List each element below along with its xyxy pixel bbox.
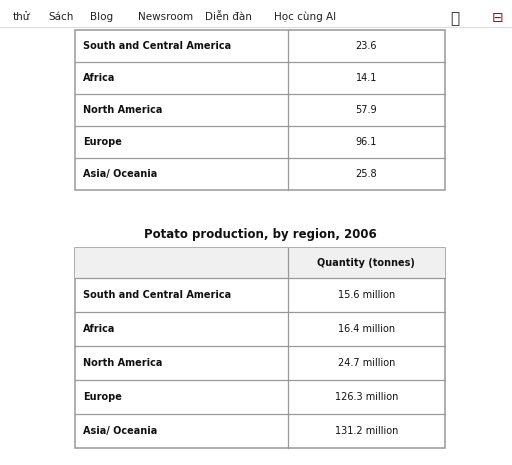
- Text: 131.2 million: 131.2 million: [335, 426, 398, 436]
- Text: Africa: Africa: [83, 324, 115, 334]
- Text: Europe: Europe: [83, 137, 122, 147]
- Text: Diễn đàn: Diễn đàn: [205, 12, 252, 22]
- Text: Asia/ Oceania: Asia/ Oceania: [83, 426, 157, 436]
- Text: 24.7 million: 24.7 million: [338, 358, 395, 368]
- Text: Asia/ Oceania: Asia/ Oceania: [83, 169, 157, 179]
- Text: 15.6 million: 15.6 million: [338, 290, 395, 300]
- Text: 14.1: 14.1: [356, 73, 377, 83]
- Text: 23.6: 23.6: [356, 41, 377, 51]
- Bar: [75, 248, 445, 278]
- Text: 16.4 million: 16.4 million: [338, 324, 395, 334]
- Text: ⊟: ⊟: [492, 11, 503, 25]
- Bar: [75, 30, 445, 190]
- Text: 57.9: 57.9: [355, 105, 377, 115]
- Text: South and Central America: South and Central America: [83, 290, 231, 300]
- Text: 96.1: 96.1: [356, 137, 377, 147]
- Text: Europe: Europe: [83, 392, 122, 402]
- Text: Sách: Sách: [49, 12, 74, 22]
- Text: Học cùng AI: Học cùng AI: [274, 12, 336, 22]
- Text: ⌕: ⌕: [451, 11, 460, 26]
- Text: South and Central America: South and Central America: [83, 41, 231, 51]
- Text: Blog: Blog: [90, 12, 113, 22]
- Text: Potato production, by region, 2006: Potato production, by region, 2006: [144, 228, 376, 241]
- Text: 126.3 million: 126.3 million: [335, 392, 398, 402]
- Text: North America: North America: [83, 358, 162, 368]
- Text: Quantity (tonnes): Quantity (tonnes): [317, 258, 415, 268]
- Text: 25.8: 25.8: [355, 169, 377, 179]
- Text: North America: North America: [83, 105, 162, 115]
- Text: Africa: Africa: [83, 73, 115, 83]
- Text: thử: thử: [13, 12, 30, 22]
- Bar: [75, 248, 445, 448]
- Text: Newsroom: Newsroom: [138, 12, 194, 22]
